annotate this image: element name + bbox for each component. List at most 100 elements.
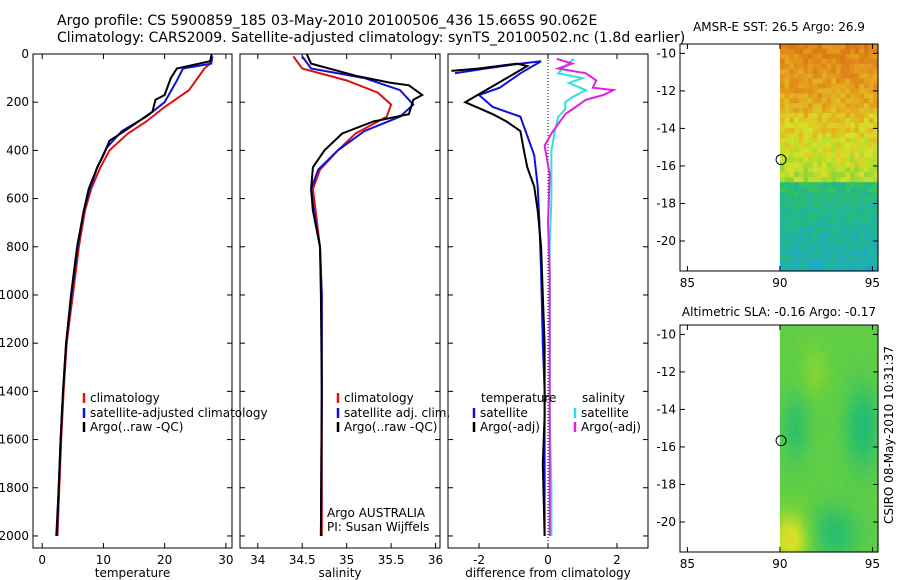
sla-map-cell <box>870 330 874 334</box>
sla-map-cell <box>831 478 835 482</box>
sla-map-cell <box>800 531 804 535</box>
sst-map-cell <box>854 216 860 223</box>
sla-map-cell <box>859 388 863 392</box>
sla-map-cell <box>833 370 837 374</box>
sla-map-cell <box>796 493 800 498</box>
sla-map-cell <box>854 365 858 369</box>
sst-map-cell <box>845 118 851 124</box>
sla-map-cell <box>845 443 849 447</box>
sla-map-cell <box>847 335 851 339</box>
sla-map-cell <box>828 549 832 553</box>
sla-map-cell <box>833 476 837 480</box>
sla-map-cell <box>798 461 802 465</box>
sst-map-cell <box>779 83 786 90</box>
sla-map-cell <box>803 357 807 361</box>
sla-map-cell <box>833 385 837 389</box>
sla-map-cell <box>779 403 783 407</box>
sla-map-cell <box>856 388 860 392</box>
sla-map-cell <box>784 466 788 470</box>
sla-map-cell <box>796 372 800 377</box>
sla-map-cell <box>833 332 837 336</box>
sst-map-cell <box>863 196 870 203</box>
sst-map-cell <box>859 88 865 94</box>
sst-map-cell <box>845 246 851 252</box>
sst-map-cell <box>817 147 823 154</box>
sla-map-cell <box>840 428 844 432</box>
sst-map-cell <box>854 113 860 119</box>
sla-map-cell <box>786 473 790 477</box>
sla-map-cell <box>819 519 823 523</box>
sla-map-cell <box>875 539 879 543</box>
sla-map-cell <box>800 446 804 450</box>
sla-map-cell <box>796 443 800 447</box>
sla-map-cell <box>835 367 839 371</box>
sla-map-cell <box>847 325 851 329</box>
sla-map-cell <box>873 446 877 450</box>
sla-map-cell <box>782 453 786 457</box>
sla-map-cell <box>870 453 874 457</box>
sla-map-cell <box>856 501 860 505</box>
sla-map-cell <box>842 398 846 402</box>
sst-map-cell <box>845 206 851 213</box>
sla-map-cell <box>840 488 844 493</box>
sla-map-cell <box>854 519 858 523</box>
sla-map-cell <box>873 544 877 548</box>
sla-map-cell <box>810 501 814 505</box>
sla-map-cell <box>789 372 793 377</box>
sla-map-cell <box>831 435 835 440</box>
sla-map-cell <box>840 330 844 334</box>
sst-map-cell <box>868 211 874 218</box>
sla-map-cell <box>845 375 849 379</box>
depth-tick-label: 1400 <box>0 384 29 398</box>
sst-map-cell <box>798 127 804 134</box>
sla-map-cell <box>786 458 790 462</box>
sla-map-cell <box>824 383 828 387</box>
sla-map-cell <box>793 496 797 500</box>
sla-map-cell <box>828 375 832 379</box>
sla-map-cell <box>828 438 832 442</box>
sst-map-cell <box>835 113 842 119</box>
sla-map-cell <box>831 448 835 452</box>
sla-map-cell <box>868 463 872 467</box>
sla-map-cell <box>793 428 797 432</box>
sla-map-cell <box>805 514 809 518</box>
sla-map-cell <box>875 435 879 440</box>
sla-map-cell <box>819 350 823 354</box>
sla-map-cell <box>821 377 825 382</box>
sla-map-cell <box>782 509 786 513</box>
sst-map-cell <box>835 266 842 272</box>
sla-map-cell <box>828 476 832 480</box>
sla-map-cell <box>805 385 809 389</box>
sla-map-cell <box>835 461 839 465</box>
sla-map-cell <box>866 377 870 382</box>
sla-map-cell <box>859 352 863 356</box>
sla-map-cell <box>807 425 811 430</box>
sla-map-cell <box>791 342 795 346</box>
sla-map-cell <box>868 466 872 470</box>
sst-map-cell <box>863 266 870 272</box>
sst-map-cell <box>812 83 818 90</box>
sla-map-cell <box>779 367 783 371</box>
sla-map-cell <box>814 453 818 457</box>
sla-map-cell <box>812 383 816 387</box>
sla-map-cell <box>786 534 790 538</box>
sla-map-cell <box>854 493 858 498</box>
sla-map-cell <box>810 493 814 498</box>
sla-map-cell <box>798 377 802 382</box>
sla-map-cell <box>814 443 818 447</box>
sla-map-cell <box>863 471 867 475</box>
sla-map-cell <box>821 499 825 503</box>
sla-map-cell <box>819 476 823 480</box>
sla-map-cell <box>791 483 795 488</box>
sla-map-cell <box>789 355 793 359</box>
sla-map-cell <box>821 357 825 361</box>
sla-map-cell <box>847 388 851 392</box>
sla-map-cell <box>796 544 800 548</box>
sla-map-cell <box>861 483 865 488</box>
sst-map-cell <box>835 44 842 50</box>
sla-map-cell <box>863 496 867 500</box>
sla-map-cell <box>833 493 837 498</box>
sst-map-cell <box>821 122 828 129</box>
sla-map-cell <box>789 441 793 445</box>
sla-map-cell <box>854 504 858 508</box>
